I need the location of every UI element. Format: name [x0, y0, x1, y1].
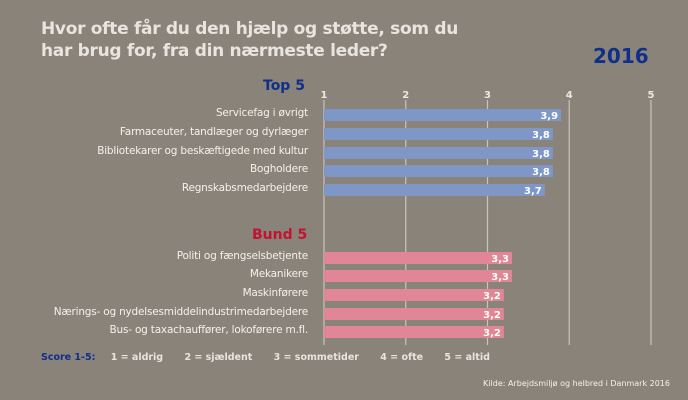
bar [324, 184, 545, 196]
group-heading-bund5: Bund 5 [252, 227, 308, 243]
source-note: Kilde: Arbejdsmiljø og helbred i Danmark… [483, 379, 670, 388]
category-label: Farmaceuter, tandlæger og dyrlæger [119, 126, 308, 138]
category-label: Maskinførere [242, 287, 309, 299]
category-label: Bogholdere [250, 163, 308, 175]
category-label: Nærings- og nydelsesmiddelindustrimedarb… [53, 306, 308, 318]
value-label: 3,8 [532, 149, 550, 160]
category-label: Servicefag i øvrigt [215, 107, 308, 119]
value-label: 3,8 [532, 167, 550, 178]
value-label: 3,8 [532, 130, 550, 141]
bar [324, 308, 504, 320]
bar [324, 289, 504, 301]
x-tick-label: 1 [321, 90, 328, 101]
bar [324, 326, 504, 338]
bar [324, 165, 553, 177]
value-label: 3,2 [483, 328, 501, 339]
bar [324, 147, 553, 159]
category-label: Bus- og taxachauffører, lokoførere m.fl. [109, 324, 309, 336]
score-legend: Score 1-5: 1 = aldrig 2 = sjældent 3 = s… [41, 352, 508, 363]
legend-item: 1 = aldrig [110, 352, 164, 363]
bar [324, 252, 513, 264]
category-label: Politi og fængselsbetjente [176, 250, 309, 262]
value-label: 3,2 [483, 291, 501, 302]
category-label: Bibliotekarer og beskæftigede med kultur [97, 145, 308, 157]
bar [324, 128, 553, 140]
x-tick-label: 5 [648, 90, 655, 101]
value-label: 3,7 [524, 186, 542, 197]
bar [324, 270, 513, 282]
x-tick-label: 2 [402, 90, 409, 101]
legend-item: 5 = altid [444, 352, 490, 363]
value-label: 3,9 [540, 111, 558, 122]
year-label: 2016 [593, 44, 649, 68]
category-label: Regnskabsmedarbejdere [181, 182, 308, 194]
group-heading-top5: Top 5 [263, 78, 305, 94]
legend-item: 2 = sjældent [184, 352, 253, 363]
value-label: 3,3 [491, 254, 509, 265]
legend-item: 4 = ofte [380, 352, 424, 363]
legend-item: 3 = sommetider [273, 352, 359, 363]
value-label: 3,3 [491, 272, 509, 283]
bar [324, 109, 562, 121]
x-tick-label: 4 [566, 90, 573, 101]
legend-heading: Score 1-5: [41, 352, 96, 363]
category-label: Mekanikere [249, 268, 308, 280]
chart-title: Hvor ofte får du den hjælp og støtte, so… [41, 19, 459, 61]
value-label: 3,2 [483, 310, 501, 321]
x-tick-label: 3 [484, 90, 491, 101]
